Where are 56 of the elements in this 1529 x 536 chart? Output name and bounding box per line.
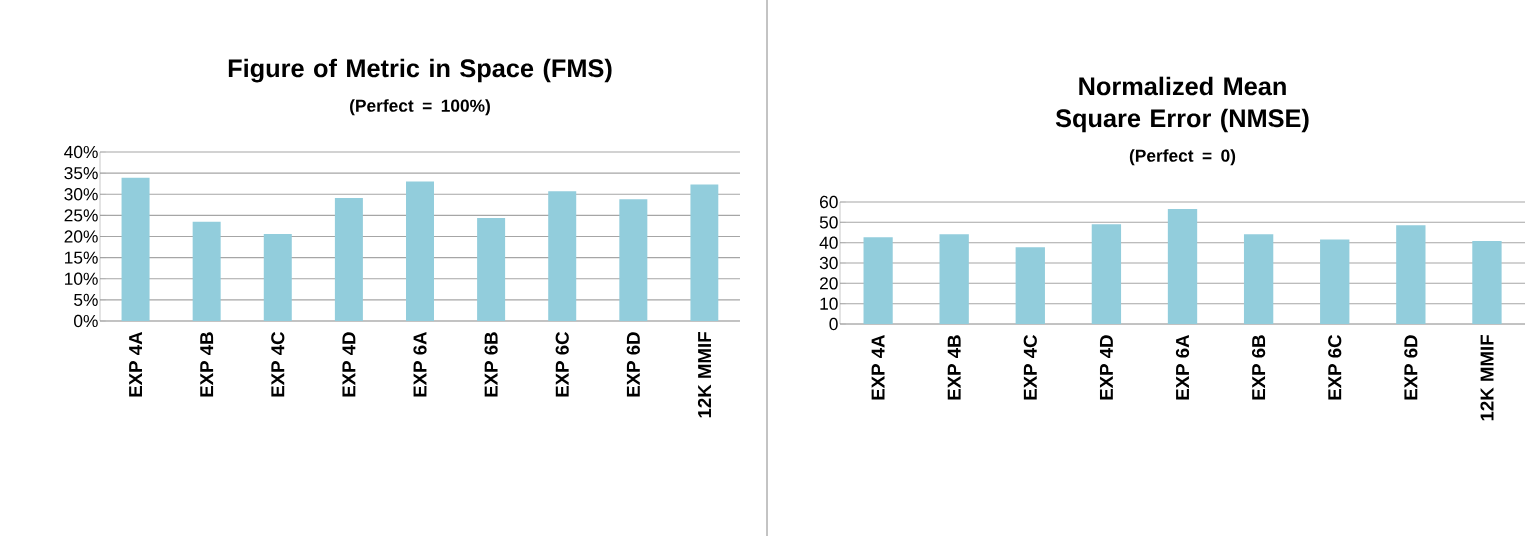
- chart-title: Normalized Mean Square Error (NMSE): [1055, 76, 1309, 133]
- y-tick-label: 20%: [64, 230, 98, 243]
- bar: [690, 184, 719, 321]
- x-tick-label: EXP 4C: [1023, 334, 1037, 400]
- x-tick-label: EXP 4A: [129, 331, 142, 397]
- bar: [477, 217, 506, 321]
- y-tick-label: 60: [820, 195, 838, 209]
- y-tick-label: 15%: [65, 251, 98, 264]
- y-tick-label: 40: [819, 236, 838, 249]
- bar: [1091, 224, 1122, 324]
- y-tick-label: 20: [820, 277, 838, 290]
- y-tick-label: 40%: [64, 145, 98, 159]
- x-tick-label: EXP 6C: [1328, 334, 1342, 400]
- bar: [619, 199, 648, 321]
- bar: [1167, 208, 1198, 324]
- y-tick-label: 10: [820, 297, 838, 310]
- y-tick-label: 25%: [64, 209, 98, 222]
- bar: [1396, 225, 1426, 324]
- x-tick-label: EXP 4B: [947, 335, 961, 400]
- chart-title: Figure of Metric in Space (FMS): [228, 58, 612, 83]
- x-tick-label: EXP 6D: [626, 332, 640, 397]
- y-tick-label: 30%: [64, 188, 98, 201]
- x-tick-label: EXP 4C: [271, 331, 285, 397]
- x-tick-label: 12K MMIF: [697, 332, 711, 418]
- x-tick-label: EXP 6D: [1404, 335, 1418, 400]
- chart-subtitle: (Perfect = 100%): [350, 99, 490, 116]
- y-tick-label: 50: [819, 216, 838, 229]
- y-tick-label: 0%: [74, 314, 98, 328]
- bar: [1320, 239, 1350, 324]
- y-tick-label: 10%: [65, 272, 98, 285]
- bar: [863, 237, 893, 324]
- bar: [548, 191, 577, 321]
- y-tick-label: 5%: [74, 293, 98, 306]
- bar: [939, 234, 969, 324]
- x-tick-label: EXP 6B: [1252, 335, 1266, 400]
- y-tick-label: 0: [829, 317, 838, 331]
- x-tick-label: EXP 6A: [413, 331, 427, 397]
- bar: [121, 177, 150, 321]
- x-tick-label: EXP 4D: [342, 332, 356, 397]
- bar: [1015, 247, 1045, 324]
- x-tick-label: 12K MMIF: [1480, 335, 1494, 421]
- x-tick-label: EXP 4D: [1099, 335, 1113, 400]
- x-tick-label: EXP 6B: [484, 332, 498, 397]
- x-tick-label: EXP 6A: [1175, 334, 1190, 400]
- bar: [334, 198, 363, 321]
- bar: [406, 181, 434, 321]
- x-tick-label: EXP 6C: [555, 331, 569, 397]
- bar: [192, 221, 221, 321]
- x-tick-label: EXP 4B: [200, 332, 214, 397]
- y-tick-label: 35%: [64, 166, 98, 180]
- bar: [1243, 234, 1274, 324]
- bar: [263, 233, 292, 321]
- x-tick-label: EXP 4A: [871, 334, 885, 400]
- bar: [1472, 241, 1502, 324]
- y-tick-label: 30: [819, 256, 838, 270]
- chart-subtitle: (Perfect = 0): [1129, 149, 1236, 166]
